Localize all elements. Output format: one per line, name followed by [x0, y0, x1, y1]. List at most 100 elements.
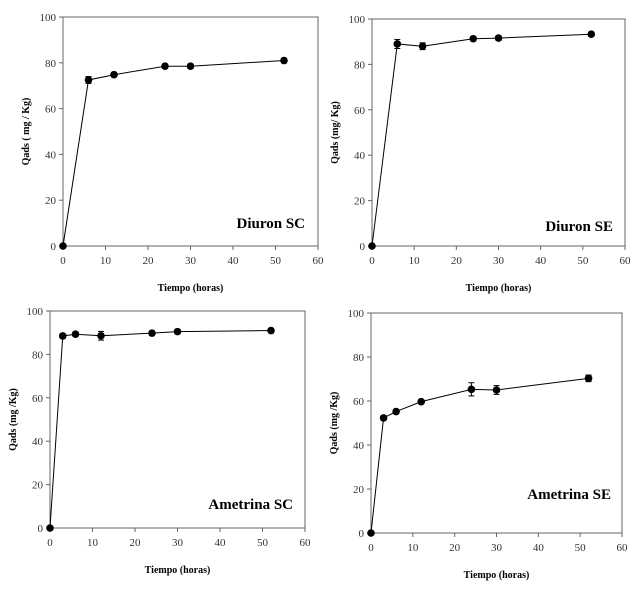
x-tick-label: 10	[87, 537, 99, 549]
y-tick-label: 0	[38, 523, 44, 535]
x-tick-label: 40	[535, 255, 547, 267]
y-tick-label: 80	[45, 58, 57, 70]
y-tick-label: 60	[353, 396, 365, 408]
x-axis-label: Tiempo (horas)	[145, 565, 211, 576]
data-point	[58, 332, 67, 340]
x-tick-label: 0	[60, 255, 66, 267]
data-point	[368, 242, 376, 250]
y-tick-label: 40	[32, 436, 44, 448]
x-axis-label: Tiempo (horas)	[464, 570, 530, 581]
x-tick-label: 50	[257, 537, 269, 549]
x-tick-label: 20	[130, 537, 142, 549]
y-axis-label: Qads ( mg / Kg)	[21, 98, 32, 166]
data-point	[110, 70, 118, 79]
x-tick-label: 20	[451, 255, 463, 267]
y-axis-label: Qads (mg /Kg)	[8, 388, 19, 451]
y-tick-label: 0	[51, 241, 57, 253]
y-tick-label: 60	[45, 104, 57, 116]
data-point	[492, 386, 501, 394]
y-tick-label: 40	[45, 149, 57, 161]
y-axis-label: Qads (mg/ Kg)	[330, 101, 341, 164]
data-point	[186, 62, 195, 71]
series-annotation: Ametrina SE	[527, 487, 611, 503]
x-tick-label: 60	[620, 255, 632, 267]
series-annotation: Diuron SC	[237, 216, 306, 232]
data-point	[392, 407, 400, 416]
x-tick-label: 50	[270, 255, 282, 267]
series-line	[371, 33, 592, 247]
data-point	[584, 374, 593, 383]
series-line	[370, 377, 589, 534]
x-tick-label: 30	[172, 537, 184, 549]
data-point	[467, 385, 476, 394]
x-tick-label: 40	[215, 537, 227, 549]
y-tick-label: 100	[27, 306, 44, 318]
x-axis-label: Tiempo (horas)	[158, 283, 224, 294]
x-tick-label: 60	[313, 255, 325, 267]
panel-3: 0 10 20 30 40 50 60 0 20 40 60 80 100 Tiempo (horas) Q…	[8, 306, 311, 576]
data-point	[393, 40, 402, 48]
y-tick-label: 40	[354, 150, 366, 162]
data-point	[469, 34, 478, 43]
data-point	[161, 62, 169, 71]
x-tick-label: 0	[369, 255, 375, 267]
y-tick-label: 60	[32, 393, 44, 405]
panel-1: 0 10 20 30 40 50 60 0 20 40 60 80 100 Tiempo (horas) Q…	[21, 12, 324, 294]
x-tick-label: 40	[533, 542, 545, 554]
data-point	[417, 397, 426, 406]
x-tick-label: 60	[300, 537, 312, 549]
data-point	[59, 242, 67, 250]
plot-frame	[371, 18, 626, 247]
data-point	[97, 331, 105, 340]
data-point	[280, 56, 288, 65]
x-tick-label: 50	[577, 255, 589, 267]
x-tick-label: 50	[575, 542, 587, 554]
y-tick-label: 20	[45, 195, 57, 207]
data-point	[71, 330, 80, 339]
y-tick-label: 20	[32, 480, 44, 492]
x-tick-label: 20	[143, 255, 155, 267]
x-tick-label: 10	[409, 255, 421, 267]
x-tick-label: 10	[407, 542, 419, 554]
x-tick-label: 0	[47, 537, 53, 549]
series-annotation: Diuron SE	[545, 219, 613, 235]
data-point	[46, 524, 54, 532]
panel-4: 0 10 20 30 40 50 60 0 20 40 60 80 100 Tiempo (horas) Q…	[329, 308, 628, 581]
y-tick-label: 100	[348, 308, 365, 320]
y-tick-label: 80	[32, 349, 44, 361]
y-tick-label: 20	[354, 196, 366, 208]
y-tick-label: 0	[360, 241, 366, 253]
data-point	[418, 42, 427, 51]
y-tick-label: 100	[349, 14, 366, 26]
data-point	[173, 327, 182, 336]
series-annotation: Ametrina SC	[208, 497, 293, 513]
data-point	[84, 76, 93, 84]
y-tick-label: 80	[354, 59, 366, 71]
data-point	[367, 529, 375, 537]
x-tick-label: 10	[100, 255, 112, 267]
x-tick-label: 30	[493, 255, 505, 267]
data-point	[379, 414, 388, 422]
plot-frame	[49, 310, 306, 529]
panel-2: 0 10 20 30 40 50 60 0 20 40 60 80 100 Tiempo (horas) Q…	[330, 14, 631, 294]
y-axis-label: Qads (mg /Kg)	[329, 392, 340, 455]
x-tick-label: 40	[228, 255, 240, 267]
data-point	[494, 34, 503, 42]
data-point	[587, 30, 596, 39]
x-tick-label: 30	[491, 542, 503, 554]
y-tick-label: 100	[40, 12, 57, 24]
y-tick-label: 40	[353, 440, 365, 452]
y-tick-label: 0	[359, 528, 365, 540]
data-point	[267, 326, 275, 335]
x-axis-label: Tiempo (horas)	[466, 283, 532, 294]
y-tick-label: 60	[354, 105, 366, 117]
plot-frame	[62, 16, 319, 247]
y-tick-label: 80	[353, 352, 365, 364]
x-tick-label: 0	[368, 542, 374, 554]
y-tick-label: 20	[353, 484, 365, 496]
x-tick-label: 60	[617, 542, 629, 554]
data-point	[148, 329, 156, 337]
x-tick-label: 30	[185, 255, 197, 267]
x-tick-label: 20	[449, 542, 461, 554]
